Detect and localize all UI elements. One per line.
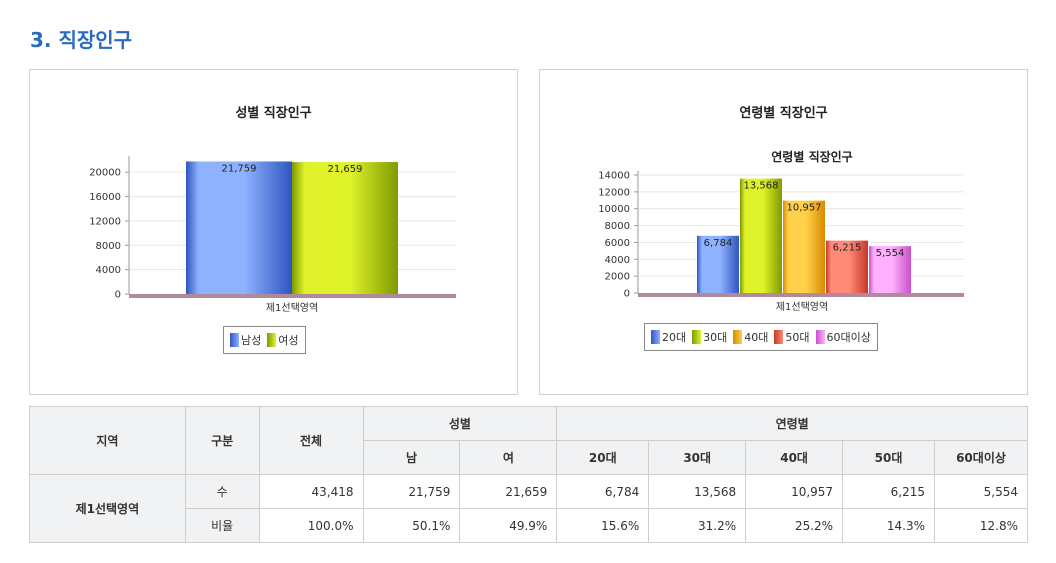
gender-chart: 0 4000 8000 12000 16000 20000 21,759 21,659 제1선택… [89, 156, 456, 314]
legend-label-male: 남성 [241, 334, 262, 347]
table-cell: 21,659 [459, 474, 558, 509]
y-tick-label: 16000 [89, 192, 121, 203]
legend-label-50s: 50대 [785, 331, 810, 344]
table-cell: 50.1% [362, 508, 461, 543]
legend-swatch-40s [733, 330, 743, 344]
header-total: 전체 [258, 406, 364, 475]
y-tick-label: 20000 [89, 168, 121, 179]
bar-age-0 [697, 235, 739, 293]
table-cell: 10,957 [745, 474, 844, 509]
chart-baseline [638, 293, 964, 297]
gender-chart-panel: 성별 직장인구 0 4000 8000 12000 16000 20000 21,759 21… [29, 69, 518, 395]
row-label: 비율 [184, 508, 260, 543]
legend-swatch-60s [815, 330, 825, 344]
table-cell: 25.2% [745, 508, 844, 543]
y-tick-label: 0 [624, 289, 630, 300]
header-age-30s: 30대 [648, 440, 747, 475]
legend-swatch-50s [774, 330, 784, 344]
legend-swatch-30s [692, 330, 702, 344]
table-cell: 49.9% [459, 508, 558, 543]
bar-gender-1 [292, 162, 398, 294]
table-cell: 12.8% [933, 508, 1029, 543]
legend-item-female: 여성 [267, 332, 299, 348]
table-cell: 14.3% [842, 508, 935, 543]
y-tick-label: 12000 [89, 216, 121, 227]
legend-item-20s: 20대 [651, 329, 686, 345]
y-tick-label: 8000 [605, 221, 630, 232]
age-chart-legend: 20대 30대 40대 50대 60대이상 [644, 323, 878, 351]
workforce-table: 지역 구분 전체 성별 연령별 남 여 20대 30대 40대 50대 60대이… [29, 406, 1029, 543]
age-chart-panel: 연령별 직장인구 0 2000 4000 6000 8000 10000 12000 1400… [539, 69, 1028, 395]
age-chart-title: 연령별 직장인구 [739, 106, 828, 121]
gender-chart-legend: 남성 여성 [223, 326, 306, 354]
table-row: 비율 100.0% 50.1% 49.9% 15.6% 31.2% 25.2% … [30, 508, 1029, 543]
table-row: 제1선택영역 수 43,418 21,759 21,659 6,784 13,5… [29, 474, 1029, 543]
y-tick-label: 4000 [605, 255, 630, 266]
header-age: 연령별 [556, 406, 1028, 441]
bar-age-4 [869, 246, 911, 293]
legend-label-40s: 40대 [744, 331, 769, 344]
bar-age-2 [783, 200, 825, 293]
y-tick-label: 4000 [96, 265, 121, 276]
legend-item-60s: 60대이상 [815, 329, 871, 345]
legend-item-30s: 30대 [692, 329, 727, 345]
age-chart-subtitle: 연령별 직장인구 [771, 149, 852, 164]
data-label: 21,659 [328, 164, 363, 175]
row-label: 수 [184, 474, 260, 509]
section-title: 3. 직장인구 [30, 28, 133, 52]
header-gender: 성별 [362, 406, 558, 441]
legend-label-female: 여성 [278, 334, 299, 347]
y-tick-label: 14000 [598, 171, 630, 182]
legend-item-male: 남성 [230, 332, 261, 348]
data-label: 6,215 [833, 243, 862, 254]
y-tick-label: 8000 [96, 241, 121, 252]
header-age-60s: 60대이상 [933, 440, 1029, 475]
header-age-50s: 50대 [842, 440, 935, 475]
gender-chart-title: 성별 직장인구 [235, 106, 312, 121]
legend-item-50s: 50대 [774, 329, 810, 345]
y-tick-label: 10000 [598, 204, 630, 215]
table-cell: 21,759 [362, 474, 461, 509]
x-category-label: 제1선택영역 [776, 301, 828, 313]
header-age-20s: 20대 [556, 440, 650, 475]
bar-gender-0 [186, 161, 292, 294]
table-cell: 13,568 [648, 474, 747, 509]
legend-label-30s: 30대 [703, 331, 728, 344]
table-cell: 31.2% [648, 508, 747, 543]
chart-baseline [129, 294, 456, 298]
y-tick-label: 0 [115, 290, 121, 301]
data-label: 5,554 [876, 248, 905, 259]
table-cell: 5,554 [933, 474, 1029, 509]
y-tick-label: 12000 [598, 187, 630, 198]
table-cell: 15.6% [556, 508, 650, 543]
y-tick-label: 6000 [605, 238, 630, 249]
x-category-label: 제1선택영역 [266, 302, 318, 314]
legend-swatch-20s [651, 330, 660, 344]
legend-swatch-male [230, 333, 239, 347]
data-label: 6,784 [704, 238, 733, 249]
table-cell: 100.0% [258, 508, 364, 543]
bar-age-3 [826, 240, 868, 293]
legend-swatch-female [267, 333, 277, 347]
y-tick-label: 2000 [605, 272, 630, 283]
table-cell: 6,784 [556, 474, 650, 509]
legend-label-20s: 20대 [662, 331, 687, 344]
region-cell: 제1선택영역 [29, 474, 186, 543]
header-male: 남 [362, 440, 461, 475]
table-cell: 6,215 [842, 474, 935, 509]
header-female: 여 [459, 440, 558, 475]
data-label: 10,957 [787, 203, 822, 214]
header-type: 구분 [184, 406, 260, 475]
legend-label-60s: 60대이상 [826, 331, 871, 344]
data-label: 13,568 [744, 181, 779, 192]
bar-age-1 [740, 178, 782, 293]
legend-item-40s: 40대 [733, 329, 768, 345]
header-age-40s: 40대 [745, 440, 844, 475]
age-chart: 0 2000 4000 6000 8000 10000 12000 14000 6,784 13,… [598, 149, 964, 313]
table-cell: 43,418 [258, 474, 364, 509]
header-region: 지역 [29, 406, 186, 475]
data-label: 21,759 [222, 163, 257, 174]
